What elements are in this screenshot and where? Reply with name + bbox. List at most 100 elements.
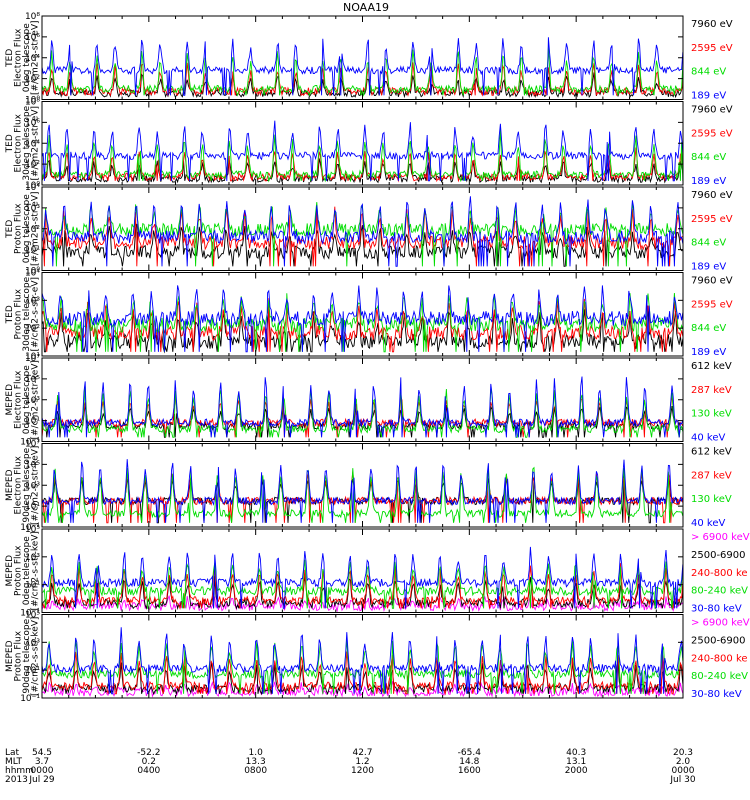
legend-label: 189 eV — [691, 347, 726, 358]
series-line-2-3 — [41, 129, 684, 183]
y-axis-label: TED — [5, 305, 15, 324]
panel-1: 7960 eV 2595 eV 844 eV 189 eV 10⁰ 10² 10⁴ 10⁶ 10… — [5, 12, 733, 106]
legend-label: 2595 eV — [691, 128, 733, 139]
y-tick-label: 10³ — [25, 481, 40, 491]
y-tick-label: 10⁷ — [25, 354, 40, 364]
y-axis-label: 90deg telescope — [22, 618, 32, 693]
x-tick-label: 1600 — [458, 766, 481, 776]
y-tick-label: 10¹ — [25, 581, 40, 591]
legend-label: 7960 eV — [691, 190, 733, 201]
y-tick-label: 10¹ — [25, 502, 40, 512]
y-tick-label: 10¹ — [25, 417, 40, 427]
y-axis-label: Proton Flux — [14, 545, 24, 596]
y-axis-label: 0deg telescope — [22, 536, 32, 606]
y-tick-label: 10³ — [25, 638, 40, 648]
y-tick-label: 10⁰ — [25, 96, 40, 106]
y-axis-label: Electron Flux — [14, 113, 24, 172]
panel-8: > 6900 keV 2500-6900 240-800 ke 80-240 keV 3… — [5, 611, 750, 705]
y-tick-label: 10¹ — [25, 352, 40, 362]
y-axis-label: [#/cm2-s-str-keV] — [31, 531, 41, 610]
x-tick-label: 13.1 — [566, 757, 586, 767]
legend-label: 612 keV — [691, 361, 732, 372]
series-line-7-3 — [41, 562, 684, 610]
y-axis-label: TED — [5, 134, 15, 153]
series-line-4-4 — [41, 285, 684, 353]
x-tick-label: Jul 30 — [669, 775, 695, 785]
legend-label: 189 eV — [691, 176, 726, 187]
y-tick-label: 10⁷ — [25, 440, 40, 450]
y-axis-label: [#/cm2-s-str-keV] — [31, 617, 41, 696]
y-axis-label: Proton Flux — [14, 630, 24, 681]
y-tick-label: 10³ — [25, 553, 40, 563]
legend-label: 80-240 keV — [691, 671, 748, 682]
legend-label: 7960 eV — [691, 19, 733, 30]
series-line-4-3 — [41, 292, 684, 353]
y-tick-label: 10³ — [25, 396, 40, 406]
legend-label: 30-80 keV — [691, 604, 742, 615]
series-line-6-4 — [41, 459, 684, 523]
y-axis-label: 0deg telescope — [22, 365, 32, 435]
y-tick-label: 10⁰ — [25, 181, 40, 191]
y-axis-label: MEPED — [5, 469, 15, 501]
y-axis-label: TED — [5, 220, 15, 239]
x-tick-label: 1.2 — [355, 757, 369, 767]
legend-label: 189 eV — [691, 262, 726, 273]
x-row-label: MLT — [5, 757, 23, 767]
x-tick-label: 0000 — [672, 766, 695, 776]
y-axis-label: MEPED — [5, 640, 15, 672]
x-tick-label: 2.0 — [676, 757, 691, 767]
x-tick-label: 2000 — [565, 766, 588, 776]
legend-label: 130 keV — [691, 494, 732, 505]
y-axis-label: [#/cm2-s-str-eV] — [31, 277, 41, 352]
x-tick-label: 13.3 — [246, 757, 266, 767]
panel-2: 7960 eV 2595 eV 844 eV 189 eV 10⁰ 10² 10⁴ 10⁶ 10… — [5, 98, 733, 192]
y-axis-label: [#/cm2-s-str-keV] — [31, 446, 41, 525]
y-tick-label: 10² — [25, 160, 40, 170]
y-tick-label: 10⁴ — [25, 269, 40, 279]
y-tick-label: 10⁴ — [25, 54, 40, 64]
x-tick-label: 14.8 — [459, 757, 479, 767]
legend-label: 844 eV — [691, 238, 726, 249]
y-tick-label: 10¹ — [25, 666, 40, 676]
y-tick-label: 10¹ — [25, 246, 40, 256]
y-tick-label: 10⁰ — [25, 267, 40, 277]
series-line-5-2 — [41, 395, 684, 438]
series-line-6-2 — [41, 471, 684, 524]
y-tick-label: 10⁻¹ — [20, 438, 40, 448]
y-axis-label: [#/cm2-s-str-eV] — [31, 20, 41, 95]
legend-label: 2595 eV — [691, 214, 733, 225]
y-axis-label: [#/cm2-s-str-eV] — [31, 106, 41, 181]
y-axis-label: Electron Flux — [14, 370, 24, 429]
series-line-4-1 — [41, 309, 684, 354]
y-axis-label: 30deg telescope — [22, 105, 32, 180]
x-tick-label: 0000 — [31, 766, 54, 776]
legend-label: > 6900 keV — [691, 618, 750, 629]
series-line-3-4 — [41, 196, 684, 267]
legend-label: 844 eV — [691, 152, 726, 163]
legend-label: > 6900 keV — [691, 532, 750, 543]
x-tick-label: 0400 — [137, 766, 160, 776]
y-tick-label: 10⁶ — [25, 33, 40, 43]
x-tick-label: Jul 29 — [28, 775, 54, 785]
series-line-3-2 — [41, 206, 683, 267]
series-line-5-3 — [41, 386, 684, 438]
y-axis-label: 0deg telescope — [22, 194, 32, 264]
legend-label: 2595 eV — [691, 299, 733, 310]
x-tick-label: -52.2 — [137, 748, 160, 758]
legend-label: 30-80 keV — [691, 689, 742, 700]
y-axis-label: Proton Flux — [14, 203, 24, 254]
y-tick-label: 10⁴ — [25, 183, 40, 193]
x-tick-label: 54.5 — [32, 748, 52, 758]
legend-label: 240-800 ke — [691, 568, 748, 579]
legend-label: 612 keV — [691, 447, 732, 458]
series-line-8-3 — [41, 651, 684, 696]
x-tick-label: 20.3 — [673, 748, 693, 758]
y-axis-label: [#/cm2-s-str-keV] — [31, 360, 41, 439]
y-axis-label: Proton Flux — [14, 288, 24, 339]
series-line-1-4 — [41, 37, 684, 96]
y-tick-label: 10⁵ — [25, 375, 40, 385]
x-tick-label: 0800 — [244, 766, 267, 776]
y-tick-label: 10⁸ — [25, 12, 40, 22]
